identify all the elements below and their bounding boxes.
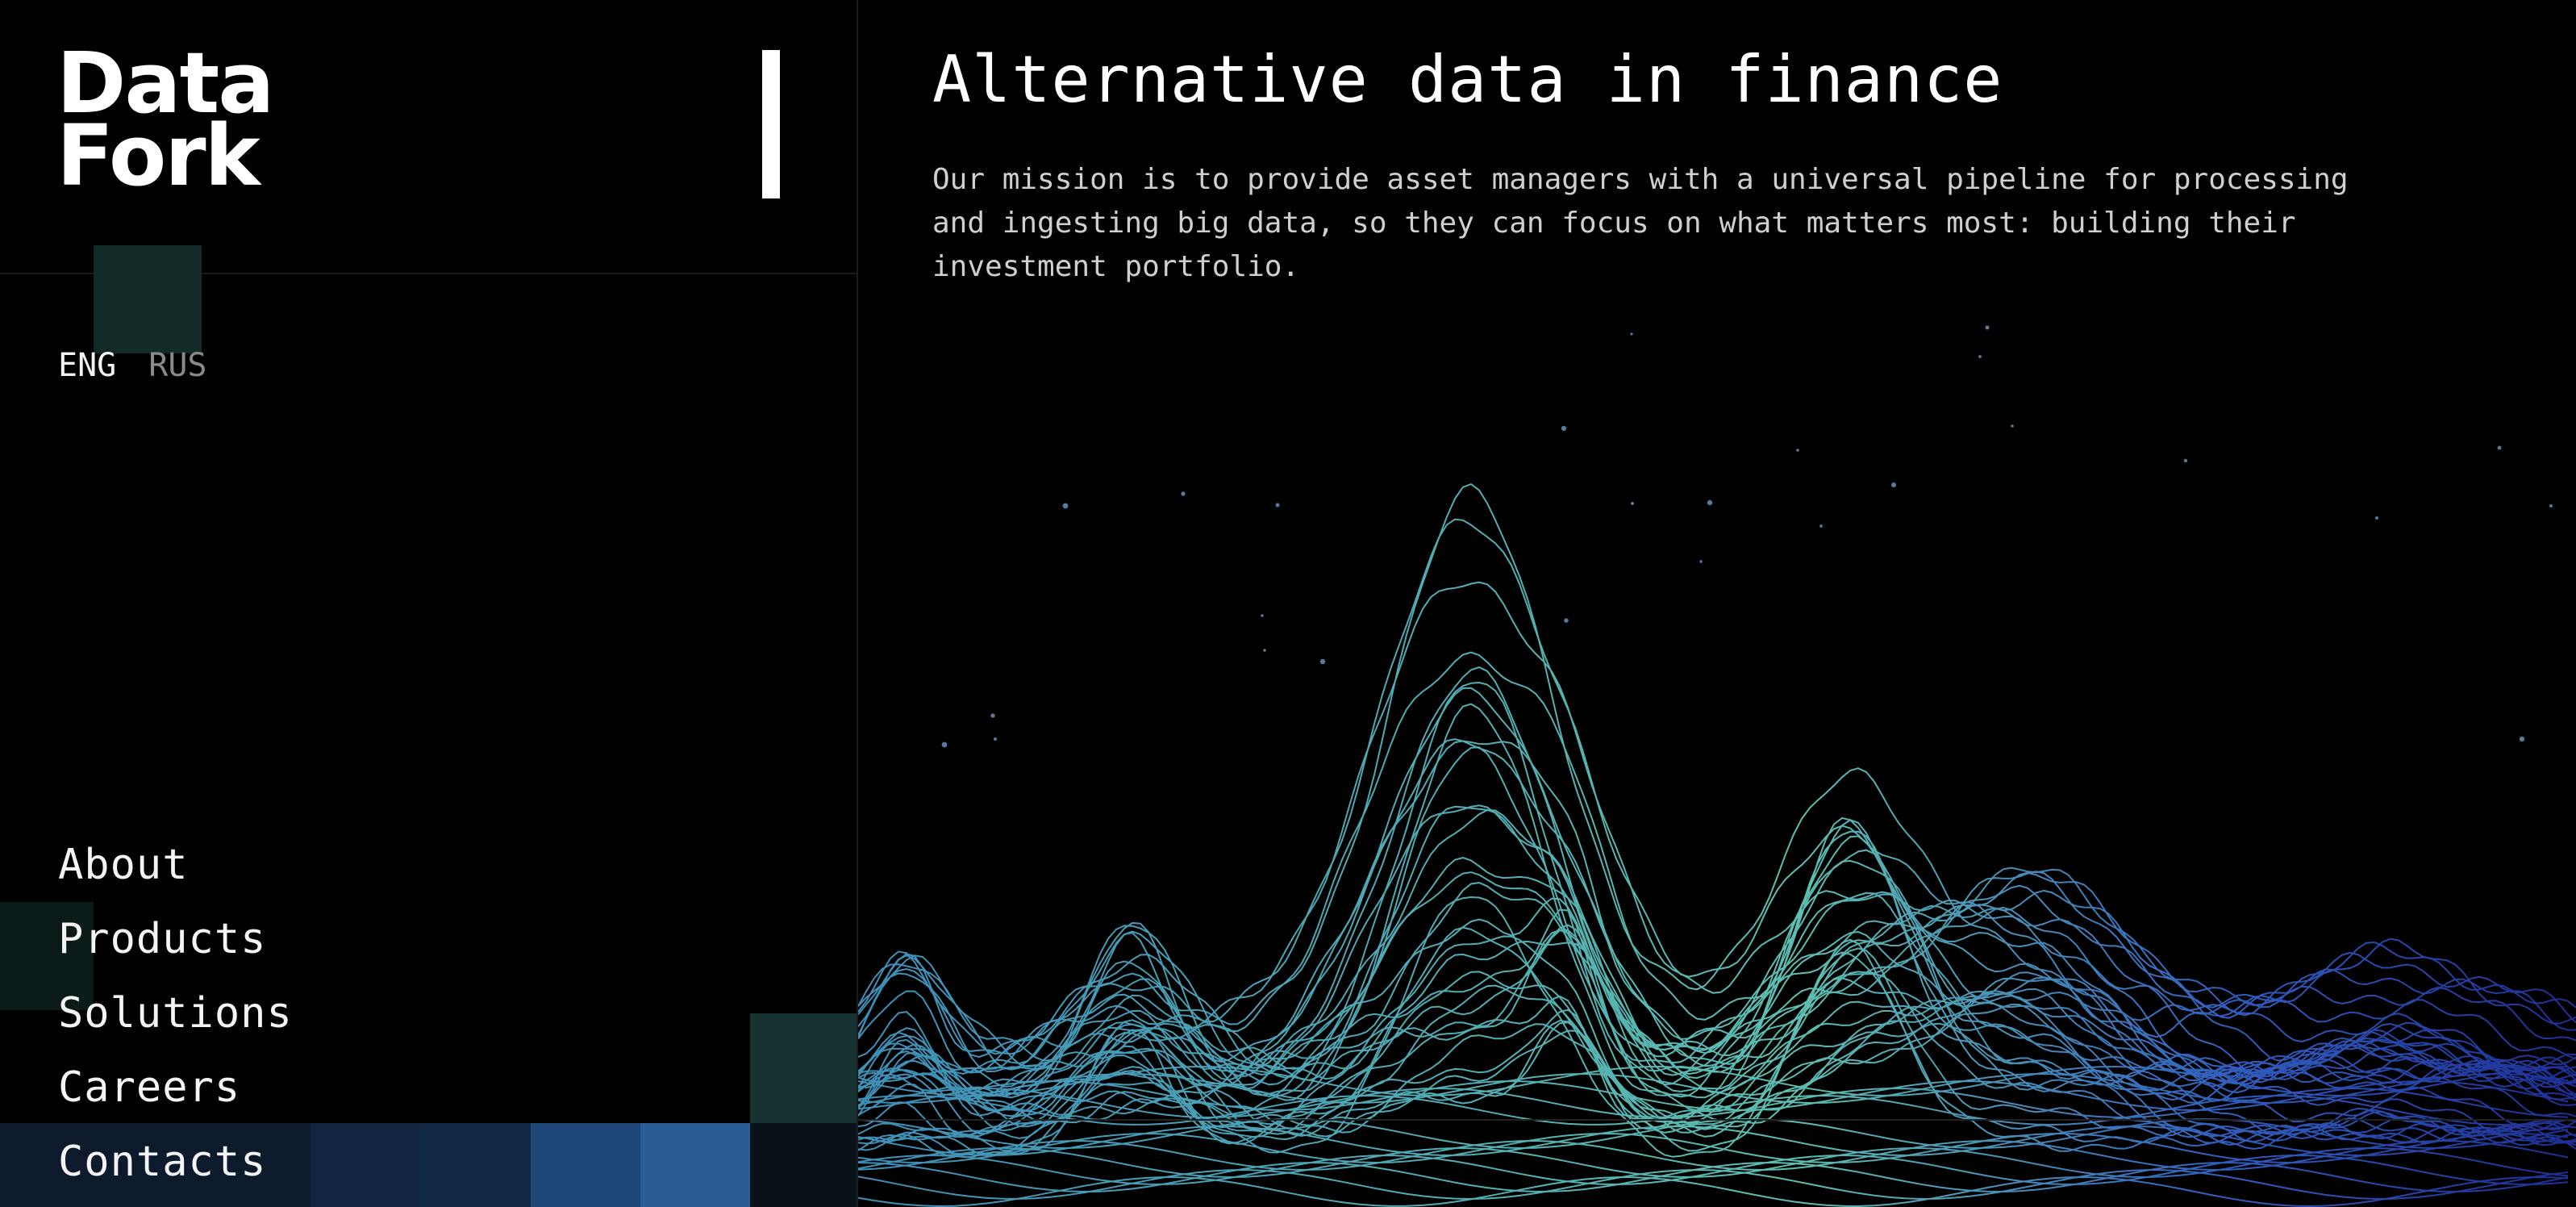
terrain-base-line: [858, 1094, 2569, 1126]
strip-cell: [750, 1123, 857, 1207]
language-switcher: ENG RUS: [58, 347, 240, 384]
terrain-base-line: [858, 1117, 2569, 1150]
terrain-line: [858, 819, 2576, 1100]
terrain-base-line: [858, 1154, 2569, 1186]
page-title: Alternative data in finance: [932, 42, 2003, 117]
star-dot: [1819, 524, 1823, 528]
logo-line-2: Fork: [56, 106, 261, 205]
terrain-line: [858, 973, 2576, 1151]
terrain-line: [858, 896, 2576, 1158]
star-dot: [1707, 499, 1713, 506]
terrain-line: [858, 924, 2576, 1088]
terrain-base-line: [858, 1072, 2569, 1105]
logo-line-1: Data: [56, 34, 274, 132]
star-dot: [994, 737, 997, 741]
star-dot: [1181, 491, 1186, 496]
star-dot: [990, 713, 995, 718]
divider: [0, 273, 857, 274]
terrain-base-line: [858, 1065, 2569, 1097]
star-dot: [1319, 658, 1326, 665]
decorative-tile: [94, 245, 202, 353]
terrain-line: [858, 947, 2576, 1157]
star-dot: [2375, 516, 2378, 520]
main-nav: About Products Solutions Careers Contact…: [58, 828, 293, 1199]
logo[interactable]: Data Fork: [56, 34, 274, 205]
terrain-line: [858, 884, 2576, 1080]
star-dot: [2011, 424, 2014, 428]
bottom-strip: [0, 1123, 857, 1207]
terrain-base-line: [858, 1161, 2569, 1193]
star-dot: [1561, 425, 1567, 432]
terrain-base-line: [858, 1168, 2569, 1201]
nav-item-products[interactable]: Products: [58, 915, 267, 963]
sidebar: Data Fork ENG RUS About Products Solution…: [0, 0, 858, 1207]
star-dot: [1978, 355, 1982, 358]
nav-item-contacts[interactable]: Contacts: [58, 1138, 267, 1186]
star-dot: [2549, 504, 2553, 507]
hero-section: Alternative data in finance Our mission …: [858, 0, 2576, 1207]
star-dot: [1891, 482, 1896, 487]
menu-toggle-bar[interactable]: [762, 50, 780, 198]
terrain-line: [858, 926, 2576, 1159]
star-dot: [1564, 618, 1569, 623]
terrain-line: [858, 871, 2576, 1123]
strip-cell: [311, 1123, 420, 1207]
wireframe-terrain-illustration: [858, 325, 2576, 1207]
strip-cell: [640, 1123, 750, 1207]
terrain-line: [858, 581, 2576, 1055]
terrain-base-line: [858, 1176, 2569, 1207]
star-dot: [1261, 614, 1264, 617]
nav-item-about[interactable]: About: [58, 841, 189, 889]
decorative-tile: [0, 902, 94, 1010]
terrain-line: [858, 1000, 2576, 1146]
terrain-line: [858, 666, 2576, 1113]
terrain-line: [858, 518, 2576, 1055]
lang-eng[interactable]: ENG: [58, 347, 117, 384]
lang-rus[interactable]: RUS: [148, 347, 207, 384]
star-dot: [2519, 736, 2525, 742]
star-dot: [2497, 445, 2502, 450]
star-dot: [1631, 502, 1634, 505]
star-dot: [1699, 560, 1703, 563]
terrain-line: [858, 687, 2576, 1117]
terrain-line: [858, 738, 2576, 1117]
terrain-base-line: [858, 1132, 2569, 1164]
star-dot: [1985, 325, 1990, 330]
nav-item-solutions[interactable]: Solutions: [58, 989, 293, 1038]
star-dot: [1796, 449, 1799, 452]
terrain-line: [858, 482, 2576, 1059]
star-dot: [1062, 503, 1069, 509]
terrain-line: [858, 906, 2576, 1085]
star-dot: [941, 741, 948, 748]
star-dot: [1263, 649, 1266, 652]
nav-item-careers[interactable]: Careers: [58, 1063, 241, 1112]
strip-cell: [420, 1123, 531, 1207]
star-dot: [1630, 332, 1633, 336]
mission-text: Our mission is to provide asset managers…: [932, 163, 2349, 283]
strip-cell: [531, 1123, 640, 1207]
terrain-line: [858, 740, 2576, 1068]
terrain-base-line: [858, 1087, 2569, 1119]
star-dot: [1275, 503, 1280, 507]
terrain-line: [858, 1019, 2576, 1146]
decorative-tile: [750, 1013, 857, 1123]
star-dot: [2183, 458, 2188, 463]
terrain-line: [858, 651, 2576, 1062]
terrain-base-line: [858, 1146, 2569, 1179]
terrain-line: [858, 703, 2576, 1102]
strip-cell: [0, 1123, 311, 1207]
